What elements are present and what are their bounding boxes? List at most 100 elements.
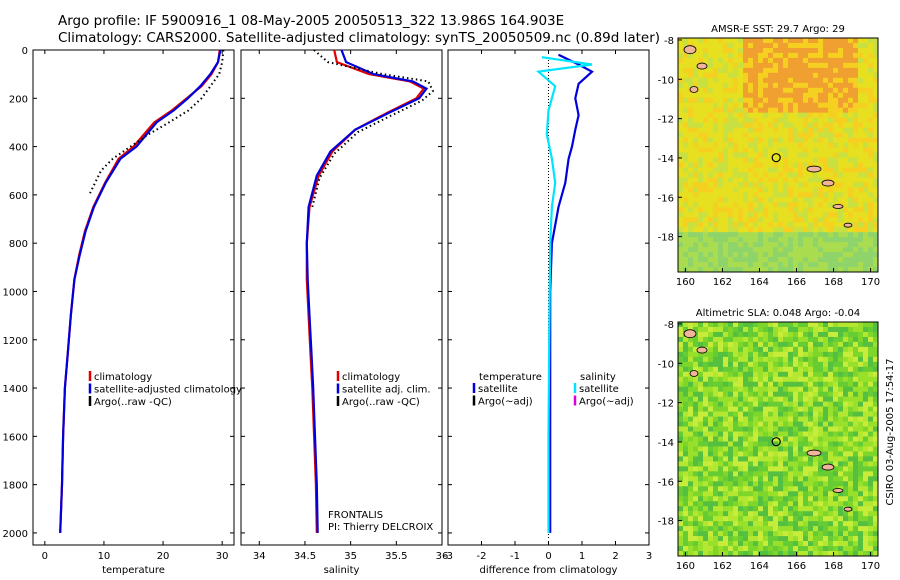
map-cell [713, 446, 719, 452]
map-cell [783, 511, 789, 517]
map-cell [728, 212, 734, 218]
map-cell [758, 396, 764, 402]
map-cell [678, 252, 684, 258]
map-cell [813, 456, 819, 462]
map-cell [803, 227, 809, 233]
map-cell [828, 406, 834, 412]
map-cell [733, 346, 739, 353]
map-cell [828, 356, 834, 363]
map-cell [793, 376, 799, 383]
map-cell [803, 491, 809, 497]
map-cell [753, 62, 759, 69]
map-cell [863, 456, 869, 462]
map-cell [708, 112, 714, 118]
x-tick-label: 2 [612, 551, 618, 562]
map-cell [678, 82, 684, 89]
map-cell [793, 227, 799, 233]
map-cell [688, 511, 694, 517]
map-cell [778, 436, 784, 442]
map-cell [858, 102, 864, 108]
map-cell [848, 481, 854, 487]
x-axis-label: temperature [102, 565, 165, 576]
map-cell [693, 456, 699, 462]
map-cell [833, 396, 839, 402]
map-cell [763, 471, 769, 477]
map-cell [783, 331, 789, 338]
map-cell [763, 222, 769, 228]
map-cell [698, 137, 704, 143]
map-cell [763, 426, 769, 432]
map-cell [778, 52, 784, 59]
map-cell [713, 52, 719, 59]
map-cell [813, 381, 819, 388]
map-cell [813, 67, 819, 74]
map-cell [683, 416, 689, 422]
map-cell [843, 336, 849, 343]
map-cell [828, 431, 834, 437]
map-cell [763, 401, 769, 407]
map-cell [698, 97, 704, 104]
map-cell [833, 257, 839, 263]
map-cell [863, 396, 869, 402]
map-cell [768, 47, 774, 54]
map-cell [868, 147, 874, 153]
map-cell [853, 521, 859, 527]
map-cell [813, 496, 819, 502]
map-cell [808, 541, 814, 547]
map-cell [863, 162, 869, 168]
map-cell [873, 237, 879, 243]
map-cell [858, 157, 864, 163]
map-cell [823, 137, 829, 143]
map-cell [868, 232, 874, 238]
map-cell [838, 162, 844, 168]
map-cell [833, 346, 839, 353]
map-cell [843, 491, 849, 497]
map-cell [848, 38, 854, 44]
map-cell [703, 416, 709, 422]
map-cell [753, 202, 759, 208]
map-cell [798, 376, 804, 383]
map-cell [718, 107, 724, 113]
map-cell [803, 47, 809, 54]
map-cell [813, 461, 819, 467]
map-cell [693, 182, 699, 188]
map-cell [793, 361, 799, 368]
map-cell [848, 217, 854, 223]
map-x-tick-label: 166 [787, 277, 806, 288]
map-cell [843, 546, 849, 552]
map-cell [803, 421, 809, 427]
map-cell [723, 242, 729, 248]
map-cell [833, 147, 839, 153]
map-cell [753, 257, 759, 263]
map-cell [823, 476, 829, 482]
map-cell [683, 177, 689, 183]
map-cell [808, 431, 814, 437]
map-cell [713, 506, 719, 512]
map-cell [688, 192, 694, 198]
map-cell [688, 92, 694, 99]
map-cell [758, 157, 764, 163]
map-cell [763, 496, 769, 502]
map-cell [738, 192, 744, 198]
map-cell [783, 67, 789, 74]
map-cell [853, 326, 859, 333]
map-cell [803, 177, 809, 183]
map-cell [863, 501, 869, 507]
map-cell [743, 511, 749, 517]
map-cell [768, 486, 774, 492]
x-tick-label: 30 [216, 551, 229, 562]
map-cell [833, 446, 839, 452]
map-cell [688, 546, 694, 552]
map-cell [708, 247, 714, 253]
map-cell [788, 227, 794, 233]
map-cell [758, 391, 764, 397]
map-cell [788, 531, 794, 537]
map-cell [763, 456, 769, 462]
map-cell [713, 47, 719, 54]
map-cell [753, 97, 759, 104]
map-cell [758, 137, 764, 143]
map-cell [753, 436, 759, 442]
map-cell [753, 501, 759, 507]
map-cell [728, 546, 734, 552]
map-cell [748, 336, 754, 343]
